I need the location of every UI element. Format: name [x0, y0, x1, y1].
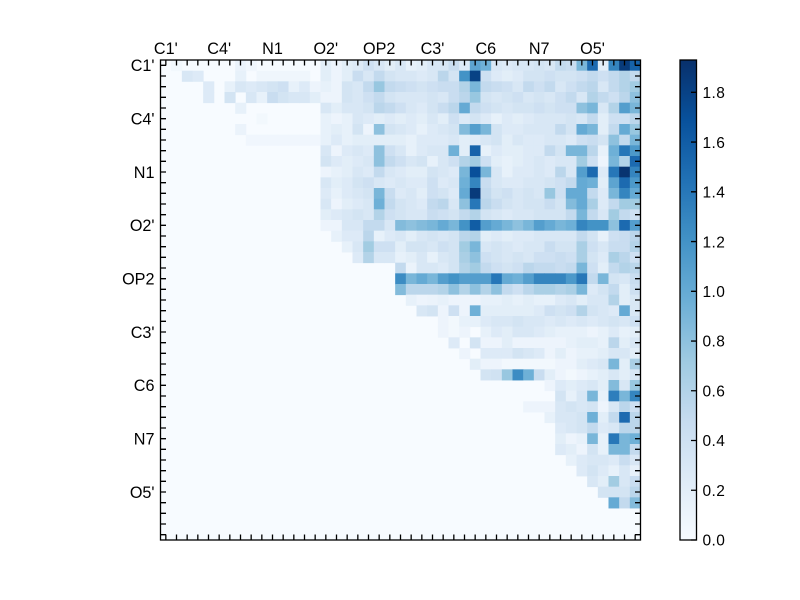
svg-text:O2': O2': [130, 217, 155, 235]
svg-text:C4': C4': [131, 111, 155, 129]
svg-text:O5': O5': [580, 40, 605, 58]
svg-text:C3': C3': [421, 40, 445, 58]
svg-text:0.6: 0.6: [703, 384, 726, 401]
svg-text:C1': C1': [154, 40, 178, 58]
svg-text:0.2: 0.2: [703, 483, 726, 500]
svg-text:1.2: 1.2: [703, 234, 726, 251]
svg-text:1.4: 1.4: [703, 185, 726, 202]
svg-text:C6: C6: [475, 40, 496, 58]
svg-text:N7: N7: [529, 40, 550, 58]
svg-text:0.8: 0.8: [703, 334, 726, 351]
svg-text:C4': C4': [207, 40, 231, 58]
svg-text:0.0: 0.0: [703, 533, 726, 550]
svg-text:1.0: 1.0: [703, 284, 726, 301]
svg-text:OP2: OP2: [363, 40, 395, 58]
svg-text:0.4: 0.4: [703, 433, 726, 450]
svg-text:1.8: 1.8: [703, 85, 726, 102]
svg-text:C1': C1': [131, 57, 155, 75]
svg-text:O2': O2': [313, 40, 338, 58]
svg-text:N1: N1: [134, 164, 155, 182]
svg-text:1.6: 1.6: [703, 135, 726, 152]
svg-text:N7: N7: [134, 431, 155, 449]
svg-text:OP2: OP2: [122, 271, 154, 289]
svg-text:N1: N1: [262, 40, 283, 58]
svg-text:C6: C6: [134, 377, 155, 395]
svg-text:C3': C3': [131, 324, 155, 342]
svg-text:O5': O5': [130, 484, 155, 502]
